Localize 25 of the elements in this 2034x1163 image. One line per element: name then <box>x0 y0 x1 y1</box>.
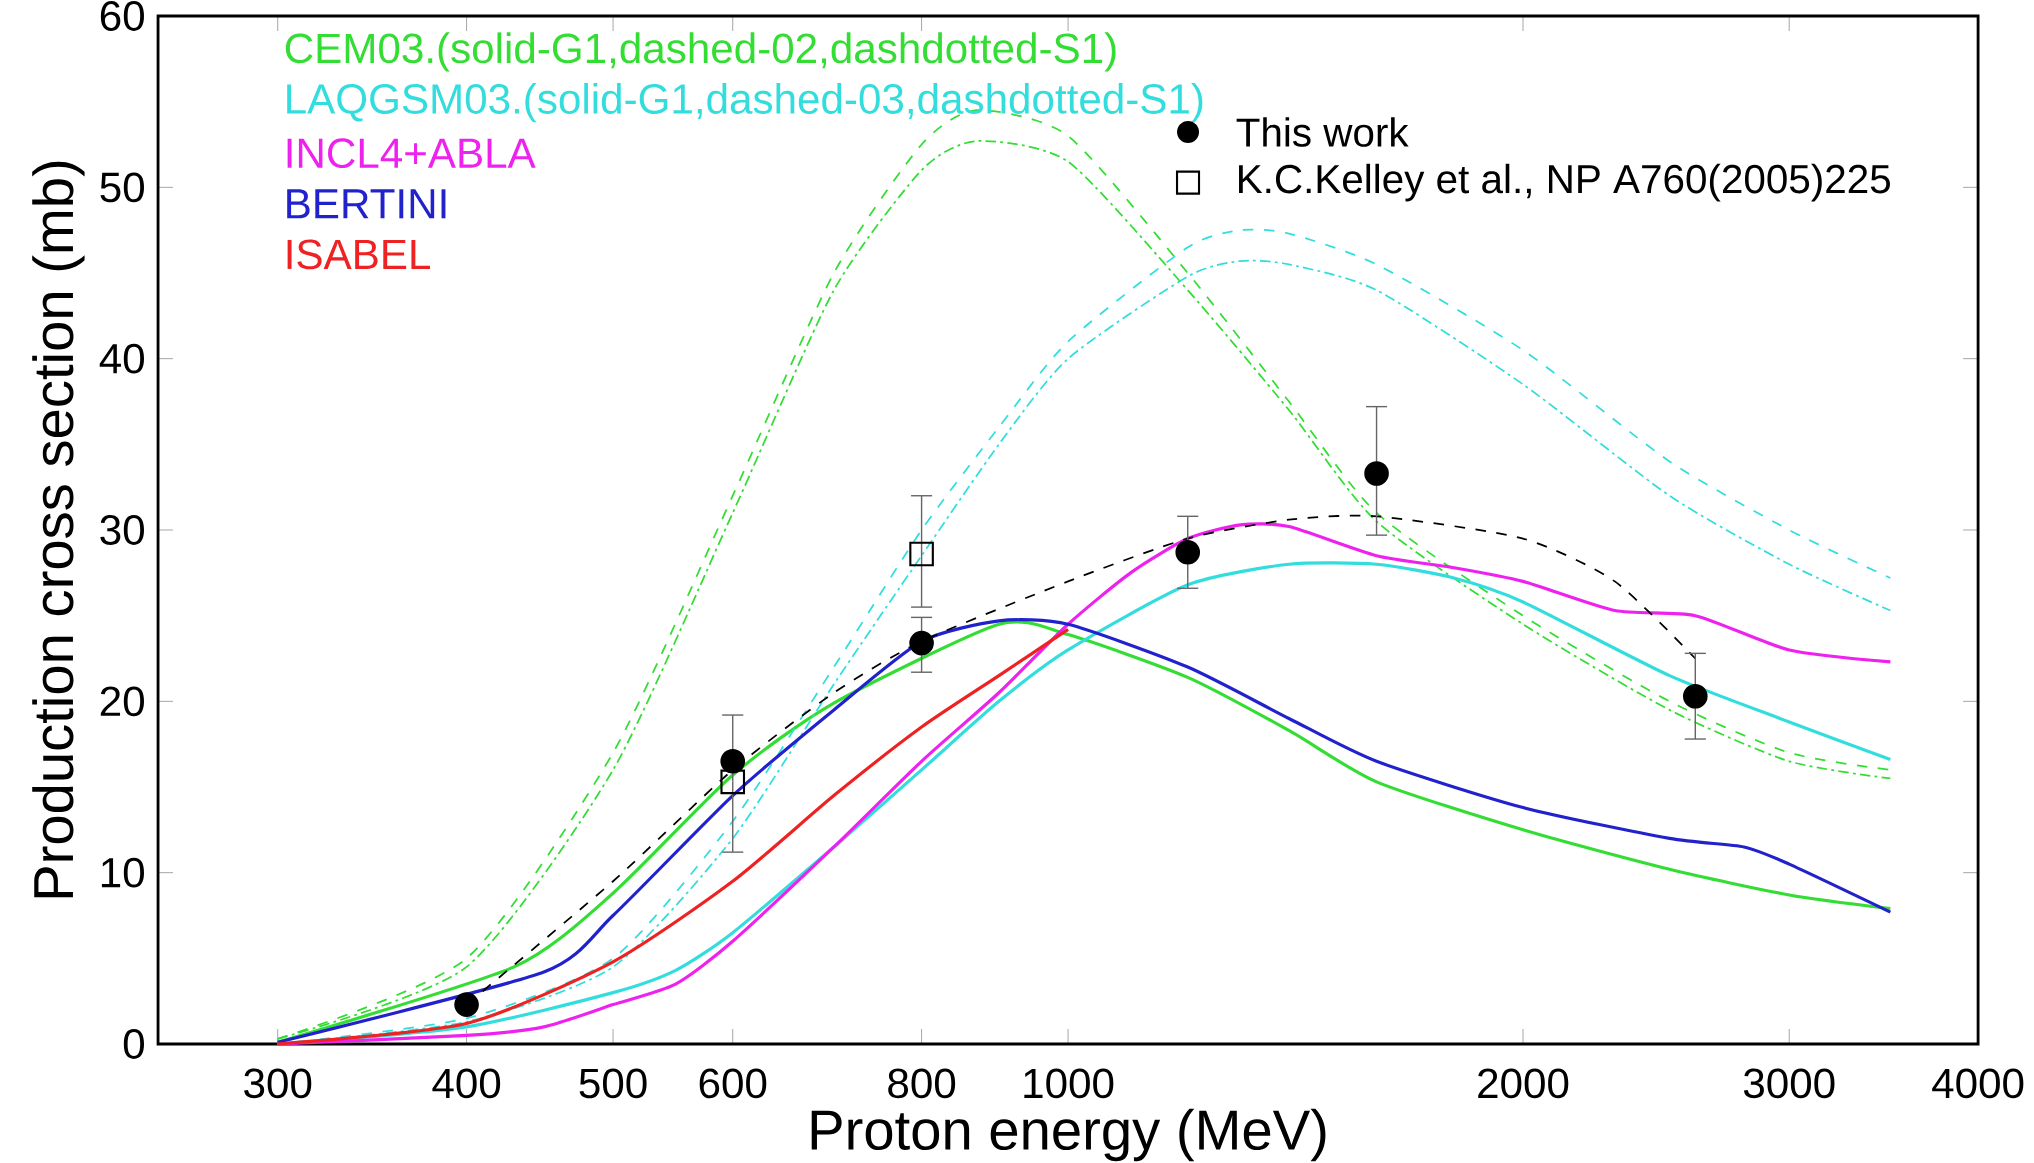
y-tick-label: 50 <box>100 172 144 203</box>
x-tick-label: 300 <box>244 1068 312 1099</box>
x-tick-label: 800 <box>888 1068 956 1099</box>
y-tick-label: 0 <box>123 1029 144 1059</box>
x-tick-label: 400 <box>432 1068 501 1099</box>
text: LAQGSM03.(solid-G1,dashed-03,dashdotted-S1) <box>287 82 1203 123</box>
legend-label: K.C.Kelley et al., NP A760(2005)225 <box>1239 163 1890 202</box>
y-axis-title: Production cross section (mb) <box>32 161 85 898</box>
x-tick-label: 600 <box>699 1068 767 1099</box>
x-tick-label: 2000 <box>1478 1068 1569 1099</box>
y-tick-label: 20 <box>100 686 144 717</box>
text: ISABEL <box>287 239 431 270</box>
legend-label: This work <box>1236 117 1409 147</box>
y-tick-label: 60 <box>100 1 144 31</box>
x-tick-label: 3000 <box>1743 1068 1835 1099</box>
y-tick-label: 30 <box>100 515 144 545</box>
text: CEM03.(solid-G1,dashed-02,dashdotted-S1) <box>285 32 1116 72</box>
text: INCL4+ABLA <box>287 138 536 169</box>
x-axis-title: Proton energy (MeV) <box>811 1108 1326 1162</box>
text: BERTINI <box>287 189 446 219</box>
x-tick-label: 4000 <box>1932 1068 2024 1099</box>
x-tick-label: 1000 <box>1024 1068 1114 1099</box>
y-tick-label: 10 <box>101 857 144 888</box>
y-tick-label: 40 <box>99 343 144 374</box>
x-tick-label: 500 <box>579 1068 647 1099</box>
